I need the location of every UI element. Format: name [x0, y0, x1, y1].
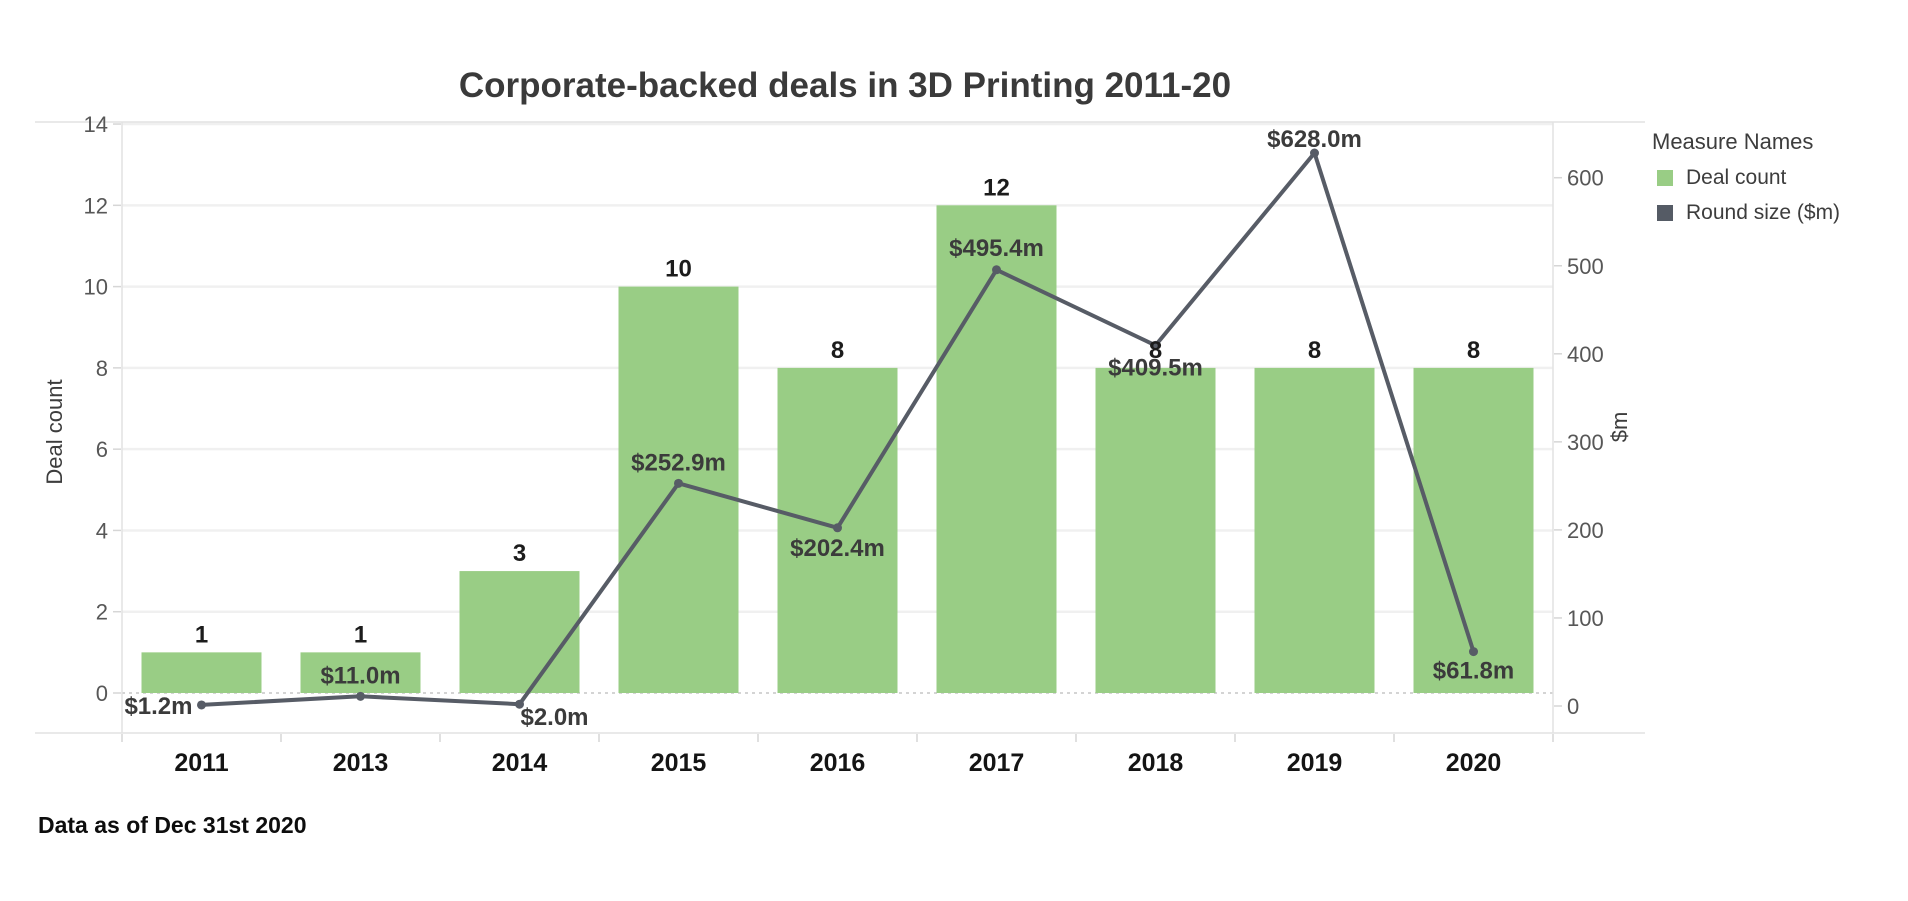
- x-axis-category-label: 2013: [333, 749, 389, 777]
- bar-value-label: 1: [354, 621, 367, 648]
- bar-value-label: 8: [1149, 337, 1162, 364]
- bar-value-label: 8: [1308, 337, 1321, 364]
- right-axis-tick-label: 400: [1567, 342, 1604, 367]
- line-point-2017[interactable]: [992, 265, 1001, 275]
- line-point-2015[interactable]: [674, 478, 683, 488]
- legend-items: Deal count Round size ($m): [1652, 166, 1902, 225]
- right-axis-tick-label: 600: [1567, 166, 1604, 191]
- line-value-label: $252.9m: [631, 449, 726, 476]
- left-axis-tick-label: 0: [96, 681, 108, 706]
- x-axis-category-label: 2018: [1128, 749, 1184, 777]
- bar-2017[interactable]: [936, 205, 1057, 693]
- line-point-2014[interactable]: [515, 699, 524, 709]
- legend: Measure Names Deal count Round size ($m): [1652, 129, 1902, 225]
- left-axis-tick-label: 12: [84, 193, 108, 218]
- bar-value-label: 1: [195, 621, 208, 648]
- line-value-label: $495.4m: [949, 235, 1044, 262]
- right-axis-tick-label: 0: [1567, 694, 1579, 719]
- bar-2013[interactable]: [300, 652, 421, 693]
- left-axis-tick-label: 14: [84, 112, 108, 137]
- right-axis-tick-label: 200: [1567, 518, 1604, 543]
- legend-item-deal-count[interactable]: Deal count: [1657, 166, 1902, 190]
- legend-item-label: Deal count: [1686, 166, 1787, 189]
- bar-value-label: 10: [665, 256, 692, 283]
- line-value-label: $2.0m: [520, 704, 588, 731]
- x-axis-category-label: 2017: [969, 749, 1025, 777]
- line-value-label: $202.4m: [790, 535, 885, 562]
- x-axis-category-label: 2016: [810, 749, 866, 777]
- line-value-label: $628.0m: [1267, 126, 1362, 153]
- bar-value-label: 3: [513, 540, 526, 567]
- bar-2015[interactable]: [618, 286, 739, 693]
- bar-value-label: 8: [1467, 337, 1480, 364]
- bar-value-label: 12: [983, 174, 1010, 201]
- legend-swatch-icon: [1657, 170, 1673, 186]
- legend-item-round-size-m[interactable]: Round size ($m): [1657, 201, 1902, 225]
- legend-title: Measure Names: [1652, 129, 1814, 154]
- right-axis-title: $m: [1607, 412, 1632, 443]
- left-axis-tick-label: 6: [96, 437, 108, 462]
- bar-2018[interactable]: [1095, 367, 1216, 693]
- line-value-label: $11.0m: [320, 662, 400, 689]
- right-axis-tick-label: 100: [1567, 606, 1604, 631]
- bar-2019[interactable]: [1254, 367, 1375, 693]
- x-axis-category-label: 2019: [1287, 749, 1343, 777]
- legend-swatch-icon: [1657, 205, 1673, 221]
- left-axis-tick-label: 10: [84, 275, 108, 300]
- line-value-label: $409.5m: [1108, 354, 1203, 381]
- left-axis-tick-label: 2: [96, 600, 108, 625]
- x-axis-category-label: 2020: [1446, 749, 1502, 777]
- chart-title: Corporate-backed deals in 3D Printing 20…: [458, 66, 1232, 105]
- footnote: Data as of Dec 31st 2020: [38, 812, 307, 838]
- left-axis-tick-label: 8: [96, 356, 108, 381]
- line-value-label: $1.2m: [124, 693, 192, 720]
- bar-value-label: 8: [831, 337, 844, 364]
- x-axis-category-label: 2011: [174, 749, 228, 777]
- legend-item-label: Round size ($m): [1686, 201, 1841, 224]
- line-point-2018[interactable]: [1151, 340, 1160, 350]
- bar-2014[interactable]: [459, 571, 580, 693]
- right-axis-tick-label: 500: [1567, 254, 1604, 279]
- line-point-2011[interactable]: [197, 700, 206, 710]
- line-point-2019[interactable]: [1310, 148, 1319, 158]
- line-point-2013[interactable]: [356, 691, 365, 701]
- line-value-label: $61.8m: [1433, 658, 1514, 685]
- left-axis-tick-label: 4: [96, 518, 108, 543]
- x-axis-category-label: 2015: [651, 749, 707, 777]
- line-point-2016[interactable]: [833, 523, 842, 533]
- x-axis-category-label: 2014: [492, 749, 548, 777]
- line-point-2020[interactable]: [1469, 647, 1478, 657]
- bar-2020[interactable]: [1413, 367, 1534, 693]
- left-axis-title: Deal count: [42, 379, 67, 484]
- bar-2011[interactable]: [141, 652, 262, 693]
- right-axis-tick-label: 300: [1567, 430, 1604, 455]
